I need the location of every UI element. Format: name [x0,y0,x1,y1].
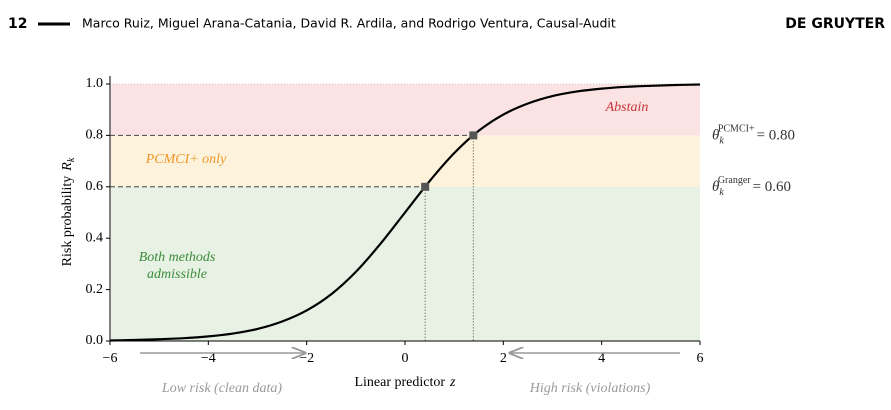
region-label: admissible [147,267,207,282]
header-authors: Marco Ruiz, Miguel Arana-Catania, David … [82,16,616,31]
chart: Both methods admissible PCMCI+ only Abstain… [60,76,795,396]
y-tick-label: 0.4 [86,230,104,245]
threshold-subscript: k [719,136,724,147]
threshold-symbol: θ [712,128,720,144]
page-number: 12 [8,16,27,32]
threshold-value: = 0.60 [753,179,791,195]
y-axis-label: Risk probability Rk [60,157,77,266]
y-tick-label: 0.2 [86,282,104,297]
y-label-text: Risk probability [60,176,75,267]
threshold-marker [421,182,430,191]
region-label: Both methods [139,250,216,265]
threshold-label: θkPCMCI+ = 0.80 [712,124,795,147]
x-tick-label: 4 [598,351,605,366]
annotation: Low risk (clean data) [161,381,282,396]
region-band [111,135,700,187]
y-tick-label: 1.0 [86,76,104,91]
x-label-text: Linear predictor [354,375,445,390]
region-label: PCMCI+ only [145,152,227,167]
region-band [111,84,700,136]
x-tick-label: 2 [500,351,507,366]
y-tick-label: 0.6 [86,179,104,194]
x-tick-label: −4 [201,351,216,366]
threshold-superscript: PCMCI+ [718,124,755,135]
y-tick-label: 0.0 [86,333,104,348]
x-tick-label: 6 [697,351,704,366]
region-label: Abstain [605,100,649,115]
threshold-symbol: θ [712,179,720,195]
x-axis-label: Linear predictor z [354,375,456,390]
threshold-superscript: Granger [718,175,751,186]
threshold-label: θkGranger = 0.60 [712,175,791,198]
x-label-symbol: z [449,375,456,390]
annotation: High risk (violations) [529,381,651,396]
threshold-marker [469,131,478,140]
threshold-subscript: k [719,187,724,198]
y-label-subscript: k [66,157,77,162]
risk-curve [109,83,701,342]
x-tick-label: 0 [402,351,409,366]
y-tick-label: 0.8 [86,128,104,143]
x-tick-label: −6 [103,351,118,366]
threshold-value: = 0.80 [757,128,795,144]
header-publisher: DE GRUYTER [785,16,885,32]
y-label-symbol: R [60,162,75,172]
